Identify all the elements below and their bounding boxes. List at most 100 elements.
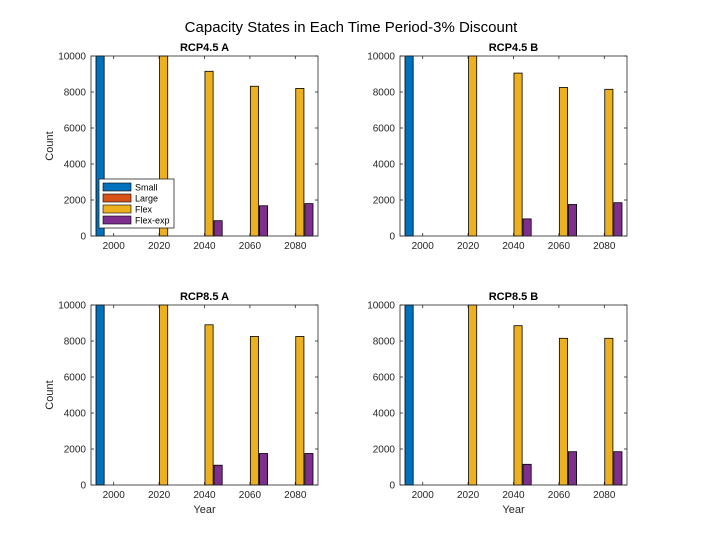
x-tick-label: 2060 — [548, 241, 571, 252]
chart-panel-4: 0 2000 4000 6000 8000 10000 2000 2020 2040 2060 20… — [367, 291, 628, 516]
chart-title: RCP4.5 B — [489, 42, 539, 54]
x-tick-label: 2020 — [457, 241, 480, 252]
bar-flex-2060 — [558, 337, 568, 486]
bar-flex-exp-2060 — [259, 453, 268, 486]
y-tick-label: 6000 — [373, 124, 396, 135]
x-tick-label: 2060 — [239, 490, 262, 501]
bar-small-2000 — [404, 55, 414, 237]
bar-flex-exp-2060 — [568, 204, 577, 237]
x-tick-label: 2020 — [457, 490, 480, 501]
legend-swatch-large — [102, 193, 132, 203]
x-axis-label: Year — [502, 504, 525, 516]
bar-flex-2020 — [468, 304, 478, 486]
plot-area — [400, 56, 627, 236]
x-tick-label: 2020 — [148, 490, 171, 501]
x-tick-label: 2020 — [148, 241, 171, 252]
y-tick-label: 0 — [80, 232, 86, 243]
x-tick-label: 2000 — [103, 241, 126, 252]
bar-flex-2060 — [558, 87, 568, 237]
x-tick-label: 2080 — [593, 490, 616, 501]
plot-area — [91, 305, 318, 485]
bar-flex-exp-2080 — [613, 451, 623, 486]
bar-flex-2040 — [513, 325, 523, 486]
bar-flex-2080 — [295, 336, 305, 486]
x-tick-label: 2060 — [239, 241, 262, 252]
bar-flex-2080 — [604, 88, 614, 237]
x-tick-label: 2080 — [284, 241, 307, 252]
y-tick-label: 6000 — [64, 124, 87, 135]
bar-flex-exp-2080 — [613, 202, 623, 237]
bar-flex-2080 — [604, 337, 614, 486]
y-tick-label: 0 — [80, 481, 86, 492]
y-tick-label: 4000 — [373, 160, 396, 171]
y-tick-label: 8000 — [64, 337, 87, 348]
legend-entry-flex-exp: Flex-exp — [135, 216, 170, 226]
chart-title: RCP8.5 B — [489, 291, 539, 303]
x-tick-label: 2040 — [193, 490, 216, 501]
y-tick-label: 4000 — [64, 160, 87, 171]
y-tick-label: 2000 — [373, 196, 396, 207]
x-tick-label: 2080 — [284, 490, 307, 501]
bar-flex-exp-2060 — [568, 451, 577, 486]
y-tick-label: 2000 — [373, 445, 396, 456]
x-tick-label: 2000 — [412, 241, 435, 252]
x-axis-label: Year — [193, 504, 216, 516]
y-tick-label: 2000 — [64, 445, 87, 456]
bar-flex-2080 — [295, 88, 305, 237]
bar-flex-2040 — [204, 70, 214, 237]
chart-panels: 0 2000 4000 6000 8000 10000 2000 2020 2040 2060 20… — [44, 42, 628, 516]
legend-swatch-small — [102, 182, 132, 192]
y-tick-label: 8000 — [373, 337, 396, 348]
chart-panel-3: 0 2000 4000 6000 8000 10000 2000 2020 2040 2060 20… — [44, 291, 319, 516]
y-axis-label: Count — [44, 380, 56, 409]
plot-area — [400, 305, 627, 485]
y-tick-label: 8000 — [64, 88, 87, 99]
chart-title: RCP8.5 A — [180, 291, 229, 303]
x-tick-label: 2000 — [412, 490, 435, 501]
y-tick-label: 10000 — [58, 301, 86, 312]
legend-entry-small: Small — [135, 183, 158, 193]
y-tick-label: 6000 — [64, 373, 87, 384]
x-tick-label: 2040 — [502, 490, 525, 501]
y-tick-label: 10000 — [58, 52, 86, 63]
legend-entry-large: Large — [135, 194, 158, 204]
legend-entry-flex: Flex — [135, 205, 153, 215]
y-tick-label: 6000 — [373, 373, 396, 384]
y-tick-label: 8000 — [373, 88, 396, 99]
chart-panel-2: 0 2000 4000 6000 8000 10000 2000 2020 2040 2060 20… — [367, 42, 628, 252]
bar-flex-exp-2040 — [213, 220, 223, 237]
y-tick-label: 0 — [389, 232, 395, 243]
bar-flex-exp-2080 — [304, 203, 314, 237]
bar-flex-2020 — [159, 304, 169, 486]
bar-small-2000 — [95, 304, 105, 486]
y-tick-label: 10000 — [367, 52, 395, 63]
x-tick-label: 2040 — [502, 241, 525, 252]
legend-swatch-flex — [102, 204, 132, 214]
figure-title: Capacity States in Each Time Period-3% D… — [185, 19, 518, 36]
bar-flex-exp-2080 — [304, 453, 314, 486]
y-tick-label: 10000 — [367, 301, 395, 312]
bar-flex-exp-2040 — [213, 464, 223, 486]
y-tick-label: 2000 — [64, 196, 87, 207]
bar-flex-2060 — [249, 85, 259, 237]
x-tick-label: 2080 — [593, 241, 616, 252]
bar-flex-exp-2040 — [522, 463, 532, 486]
legend-swatch-flex-exp — [102, 215, 132, 225]
x-tick-label: 2000 — [103, 490, 126, 501]
y-tick-label: 4000 — [373, 409, 396, 420]
bar-small-2000 — [404, 304, 414, 486]
bar-flex-2040 — [513, 72, 523, 237]
x-tick-label: 2040 — [193, 241, 216, 252]
y-axis-label: Count — [44, 131, 56, 160]
x-tick-label: 2060 — [548, 490, 571, 501]
chart-title: RCP4.5 A — [180, 42, 229, 54]
y-tick-label: 0 — [389, 481, 395, 492]
bar-flex-exp-2040 — [522, 218, 532, 237]
bar-flex-exp-2060 — [259, 205, 268, 237]
bar-flex-2040 — [204, 324, 214, 486]
bar-flex-2060 — [249, 336, 259, 486]
y-tick-label: 4000 — [64, 409, 87, 420]
bar-flex-2020 — [468, 55, 478, 237]
